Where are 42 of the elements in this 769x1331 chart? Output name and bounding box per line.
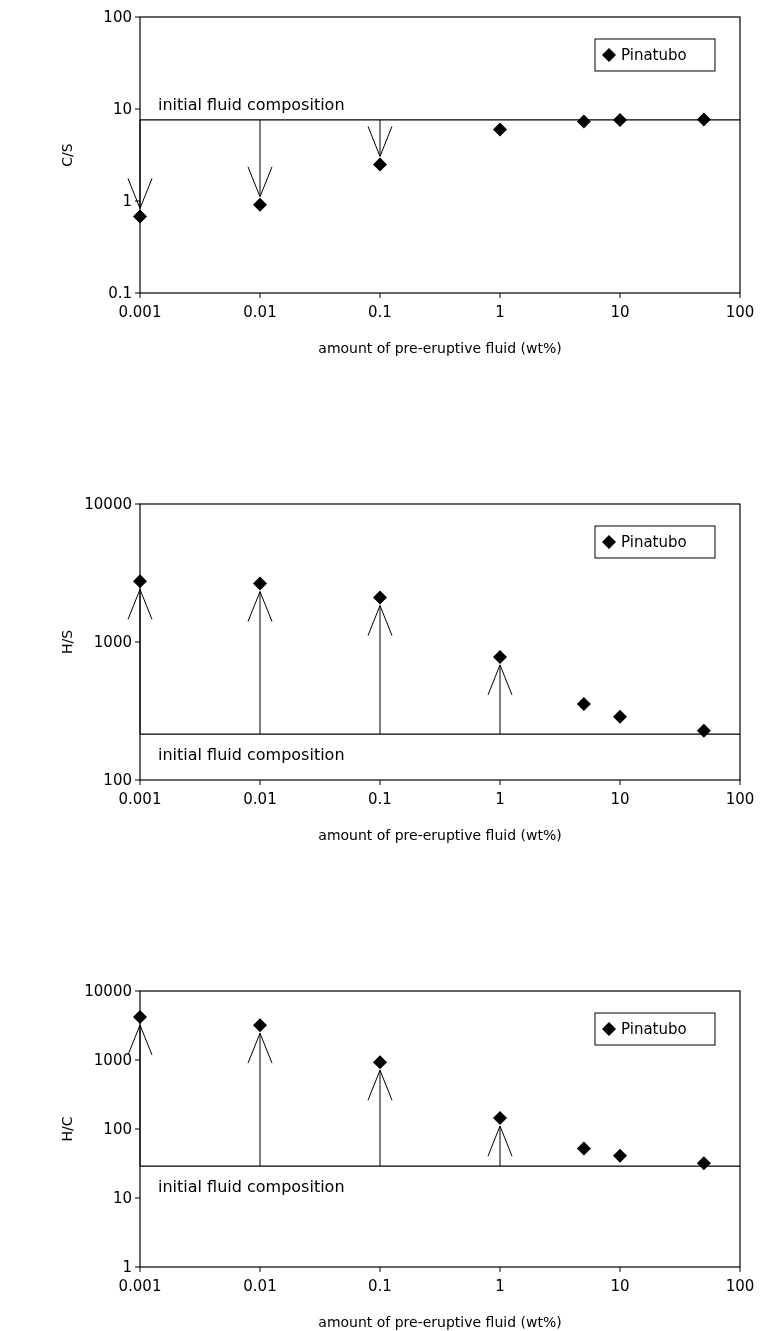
y-tick-label: 10000 <box>84 495 132 513</box>
x-tick-label: 1 <box>495 303 505 321</box>
x-tick-label: 1 <box>495 1277 505 1295</box>
x-tick-label: 0.01 <box>243 303 277 321</box>
y-tick-label: 10000 <box>84 982 132 1000</box>
x-tick-label: 0.1 <box>368 790 392 808</box>
x-tick-label: 0.1 <box>368 303 392 321</box>
y-tick-label: 10 <box>112 1189 132 1207</box>
y-tick-label: 0.1 <box>108 284 132 302</box>
x-axis-title: amount of pre-eruptive fluid (wt%) <box>318 340 562 356</box>
x-tick-label: 0.01 <box>243 790 277 808</box>
y-tick-label: 100 <box>103 8 132 26</box>
x-axis-title: amount of pre-eruptive fluid (wt%) <box>318 827 562 843</box>
y-axis-title: C/S <box>59 143 75 167</box>
x-tick-label: 10 <box>610 303 630 321</box>
y-axis-title: H/C <box>59 1116 75 1142</box>
x-tick-label: 100 <box>725 1277 755 1295</box>
x-tick-label: 0.001 <box>118 1277 162 1295</box>
legend-label: Pinatubo <box>621 46 687 64</box>
ref-line-label: initial fluid composition <box>158 745 345 765</box>
x-tick-label: 10 <box>610 1277 630 1295</box>
ref-line-label: initial fluid composition <box>158 94 345 114</box>
ref-line-label: initial fluid composition <box>158 1177 345 1197</box>
x-tick-label: 0.001 <box>118 303 162 321</box>
legend-label: Pinatubo <box>621 533 687 551</box>
x-tick-label: 0.1 <box>368 1277 392 1295</box>
x-tick-label: 100 <box>725 303 755 321</box>
y-tick-label: 1000 <box>93 633 132 651</box>
x-tick-label: 1 <box>495 790 505 808</box>
legend-label: Pinatubo <box>621 1020 687 1038</box>
y-tick-label: 100 <box>103 1120 132 1138</box>
y-tick-label: 1 <box>122 192 132 210</box>
x-tick-label: 0.001 <box>118 790 162 808</box>
x-tick-label: 0.01 <box>243 1277 277 1295</box>
x-tick-label: 100 <box>725 790 755 808</box>
y-tick-label: 1 <box>122 1258 132 1276</box>
x-tick-label: 10 <box>610 790 630 808</box>
y-tick-label: 10 <box>112 100 132 118</box>
y-tick-label: 100 <box>103 771 132 789</box>
x-axis-title: amount of pre-eruptive fluid (wt%) <box>318 1314 562 1330</box>
y-tick-label: 1000 <box>93 1051 132 1069</box>
y-axis-title: H/S <box>59 629 75 655</box>
